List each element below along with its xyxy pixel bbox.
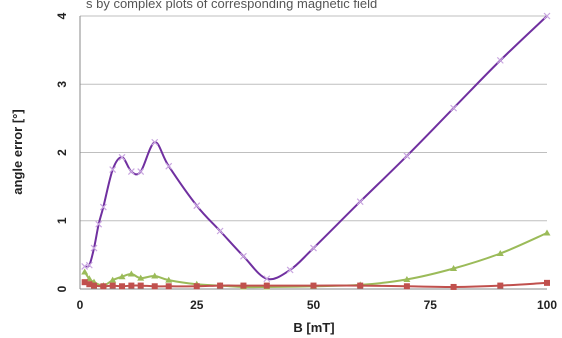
data-point-square-marker [263, 282, 270, 289]
data-point-triangle-marker [81, 268, 89, 275]
data-point-x-marker [216, 227, 224, 235]
data-point-square-marker [137, 282, 144, 289]
data-point-x-marker [127, 168, 135, 176]
x-tick-label: 25 [190, 298, 204, 312]
data-point-square-marker [403, 283, 410, 290]
data-point-triangle-marker [543, 229, 551, 236]
data-point-x-marker [85, 261, 93, 269]
data-point-square-marker [100, 283, 107, 290]
data-point-x-marker [450, 104, 458, 112]
data-point-triangle-marker [165, 276, 173, 283]
data-point-x-marker [496, 56, 504, 64]
data-point-square-marker [240, 282, 247, 289]
x-tick-label: 50 [307, 298, 321, 312]
series-1 [81, 229, 551, 290]
data-point-square-marker [151, 283, 158, 290]
data-point-triangle-marker [127, 270, 135, 277]
y-tick-label: 3 [55, 81, 69, 88]
data-point-triangle-marker [450, 265, 458, 272]
data-point-square-marker [81, 279, 88, 286]
y-tick-labels: 0 1 2 3 4 [55, 12, 69, 292]
data-point-square-marker [86, 281, 93, 288]
data-point-triangle-marker [403, 275, 411, 282]
data-point-x-marker [137, 168, 145, 176]
data-point-x-marker [90, 244, 98, 252]
y-tick-label: 0 [55, 285, 69, 292]
data-point-square-marker [165, 283, 172, 290]
data-point-square-marker [119, 283, 126, 290]
data-point-x-marker [165, 162, 173, 170]
data-point-x-marker [403, 152, 411, 160]
series-line [84, 15, 548, 281]
data-point-x-marker [310, 244, 317, 252]
data-point-square-marker [217, 282, 224, 289]
y-axis-label: angle error [°] [10, 109, 25, 194]
data-point-square-marker [193, 283, 200, 290]
data-point-square-marker [91, 282, 98, 289]
data-point-x-marker [543, 12, 551, 20]
data-point-x-marker [193, 202, 201, 210]
data-point-x-marker [118, 153, 126, 161]
series-group [81, 12, 551, 290]
data-point-x-marker [81, 263, 89, 270]
data-point-square-marker [128, 282, 135, 289]
y-tick-label: 4 [55, 12, 69, 19]
series-0 [81, 12, 551, 283]
data-point-x-marker [95, 220, 103, 228]
series-line [83, 232, 548, 289]
caption-text: s by complex plots of corresponding magn… [86, 0, 377, 11]
data-point-triangle-marker [118, 273, 126, 280]
data-point-triangle-marker [496, 250, 504, 257]
x-tick-label: 0 [77, 298, 84, 312]
data-point-square-marker [357, 282, 364, 289]
x-tick-label: 100 [537, 298, 557, 312]
x-axis-label: B [mT] [293, 320, 334, 335]
data-point-square-marker [544, 279, 550, 286]
data-point-triangle-marker [137, 274, 145, 281]
data-point-x-marker [356, 198, 364, 206]
data-point-x-marker [240, 252, 247, 260]
x-tick-label: 75 [424, 298, 438, 312]
data-point-square-marker [497, 282, 504, 289]
data-point-x-marker [99, 203, 107, 211]
data-point-square-marker [450, 283, 457, 290]
series-2 [81, 279, 550, 290]
data-point-x-marker [109, 166, 117, 173]
data-point-square-marker [310, 282, 317, 289]
y-tick-label: 1 [55, 217, 69, 224]
data-point-x-marker [286, 266, 294, 274]
data-point-triangle-marker [109, 276, 117, 283]
data-point-triangle-marker [151, 272, 159, 279]
y-tick-label: 2 [55, 149, 69, 156]
x-tick-labels: 0 25 50 75 100 [77, 298, 558, 312]
data-point-x-marker [151, 138, 159, 146]
data-point-square-marker [109, 282, 116, 289]
data-point-x-marker [263, 275, 271, 283]
